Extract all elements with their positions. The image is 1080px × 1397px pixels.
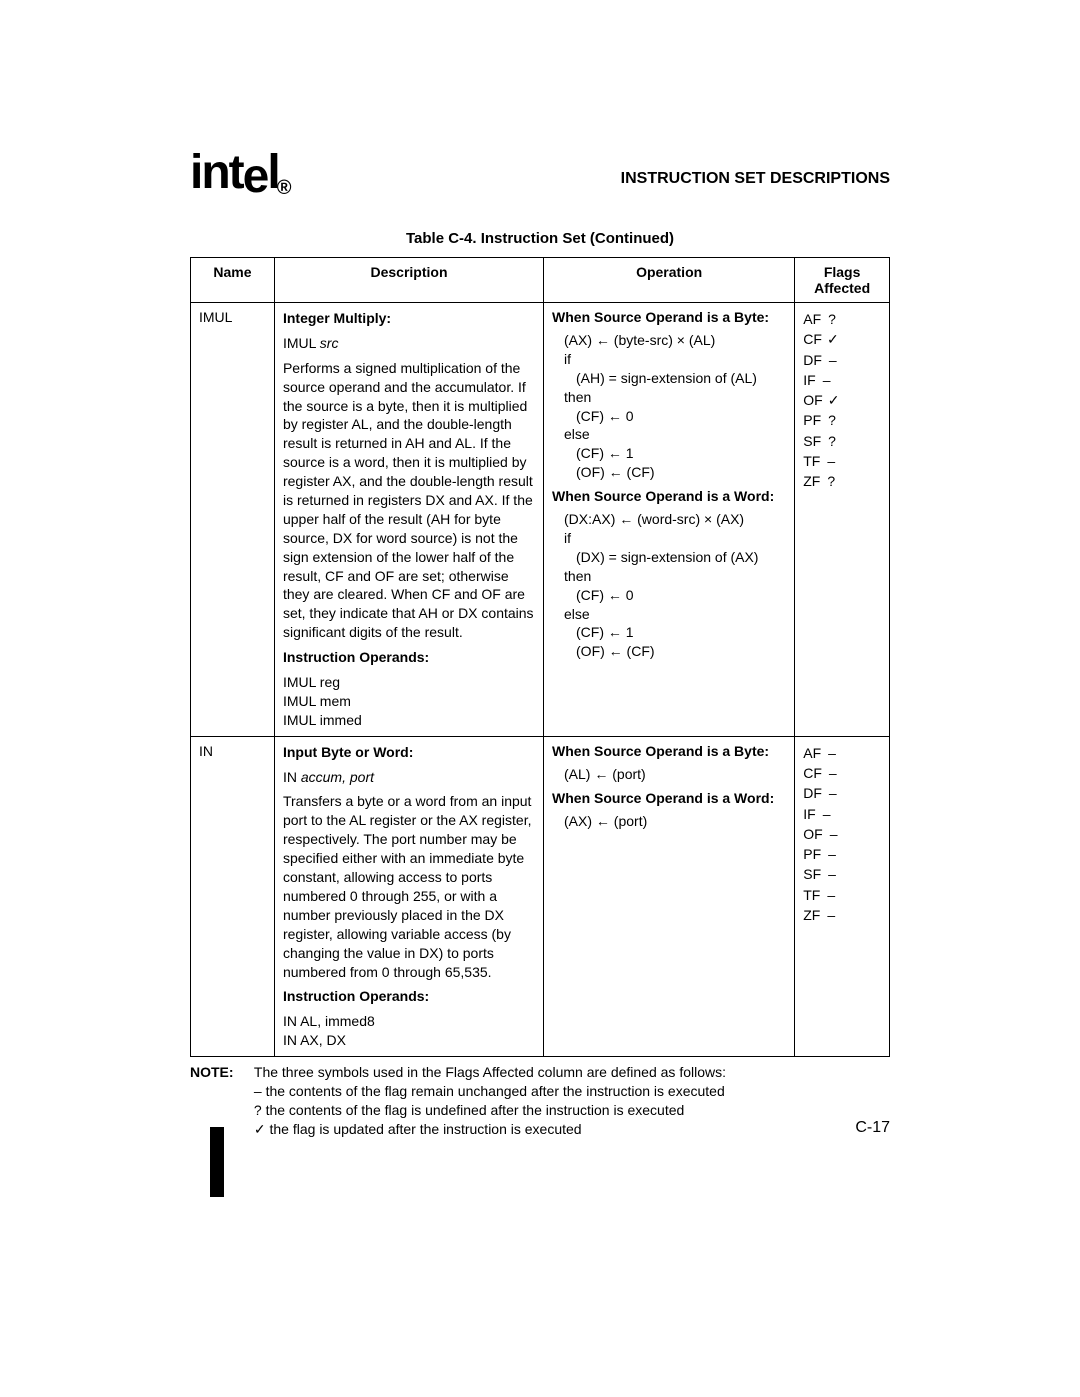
cell-description: Input Byte or Word: IN accum, port Trans… xyxy=(274,736,543,1056)
desc-title: Input Byte or Word: xyxy=(283,744,413,760)
table-header-row: Name Description Operation Flags Affecte… xyxy=(191,258,890,303)
op-line: else xyxy=(552,425,786,444)
footnote: NOTE: The three symbols used in the Flag… xyxy=(190,1063,890,1139)
op-line: if xyxy=(552,529,786,548)
cell-name: IN xyxy=(191,736,275,1056)
flag: PF ? xyxy=(803,410,881,430)
op-line: else xyxy=(552,605,786,624)
page: intel® INSTRUCTION SET DESCRIPTIONS Tabl… xyxy=(0,0,1080,1397)
flag: CF – xyxy=(803,763,881,783)
op-word-title: When Source Operand is a Word: xyxy=(552,488,774,504)
section-title: INSTRUCTION SET DESCRIPTIONS xyxy=(621,170,890,188)
desc-paragraph: Transfers a byte or a word from an input… xyxy=(283,792,535,981)
op-line: (OF) ← (CF) xyxy=(552,642,786,661)
op-line: if xyxy=(552,350,786,369)
col-flags: Flags Affected xyxy=(795,258,890,303)
instruction-table: Name Description Operation Flags Affecte… xyxy=(190,257,890,1057)
syntax-italic: accum, port xyxy=(301,769,374,785)
op-line: then xyxy=(552,567,786,586)
op-line: then xyxy=(552,388,786,407)
operand: IN AX, DX xyxy=(283,1031,535,1050)
syntax-prefix: IN xyxy=(283,769,301,785)
desc-paragraph: Performs a signed multiplication of the … xyxy=(283,359,535,642)
flag: TF – xyxy=(803,451,881,471)
note-label: NOTE: xyxy=(190,1063,250,1082)
op-line: (CF) ← 0 xyxy=(552,407,786,426)
op-line: (AL) ← (port) xyxy=(552,765,786,784)
flag: SF ? xyxy=(803,431,881,451)
op-byte-title: When Source Operand is a Byte: xyxy=(552,743,769,759)
op-line: (AH) = sign-extension of (AL) xyxy=(552,369,786,388)
flag: OF – xyxy=(803,824,881,844)
col-op: Operation xyxy=(544,258,795,303)
cell-description: Integer Multiply: IMUL src Performs a si… xyxy=(274,303,543,737)
syntax-italic: src xyxy=(320,335,339,351)
op-line: (OF) ← (CF) xyxy=(552,463,786,482)
flag: TF – xyxy=(803,885,881,905)
flag: SF – xyxy=(803,864,881,884)
cell-operation: When Source Operand is a Byte: (AL) ← (p… xyxy=(544,736,795,1056)
syntax-prefix: IMUL xyxy=(283,335,320,351)
note-body: The three symbols used in the Flags Affe… xyxy=(254,1063,890,1139)
operand: IN AL, immed8 xyxy=(283,1012,535,1031)
op-word-title: When Source Operand is a Word: xyxy=(552,790,774,806)
cell-operation: When Source Operand is a Byte: (AX) ← (b… xyxy=(544,303,795,737)
flag: ZF – xyxy=(803,905,881,925)
op-line: (DX:AX) ← (word-src) × (AX) xyxy=(552,510,786,529)
flag: DF – xyxy=(803,783,881,803)
footer-mark-icon xyxy=(210,1127,224,1197)
table-caption: Table C-4. Instruction Set (Continued) xyxy=(190,230,890,247)
flag: OF ✓ xyxy=(803,390,881,410)
op-byte-title: When Source Operand is a Byte: xyxy=(552,309,769,325)
operand: IMUL reg xyxy=(283,673,535,692)
flag: AF – xyxy=(803,743,881,763)
flag: CF ✓ xyxy=(803,329,881,349)
op-line: (CF) ← 1 xyxy=(552,444,786,463)
operand: IMUL mem xyxy=(283,692,535,711)
desc-title: Integer Multiply: xyxy=(283,310,391,326)
operand: IMUL immed xyxy=(283,711,535,730)
op-line: (AX) ← (byte-src) × (AL) xyxy=(552,331,786,350)
op-line: (CF) ← 0 xyxy=(552,586,786,605)
flag: ZF ? xyxy=(803,471,881,491)
operands-title: Instruction Operands: xyxy=(283,649,429,665)
flag: AF ? xyxy=(803,309,881,329)
intel-logo: intel® xyxy=(190,145,291,200)
page-number: C-17 xyxy=(855,1119,890,1137)
operands-title: Instruction Operands: xyxy=(283,988,429,1004)
table-row: IMUL Integer Multiply: IMUL src Performs… xyxy=(191,303,890,737)
flag: IF – xyxy=(803,370,881,390)
op-line: (CF) ← 1 xyxy=(552,623,786,642)
cell-flags: AF ? CF ✓ DF – IF – OF ✓ PF ? SF ? TF – … xyxy=(795,303,890,737)
flag: PF – xyxy=(803,844,881,864)
op-line: (DX) = sign-extension of (AX) xyxy=(552,548,786,567)
table-row: IN Input Byte or Word: IN accum, port Tr… xyxy=(191,736,890,1056)
flag: DF – xyxy=(803,350,881,370)
cell-flags: AF – CF – DF – IF – OF – PF – SF – TF – … xyxy=(795,736,890,1056)
op-line: (AX) ← (port) xyxy=(552,812,786,831)
flag: IF – xyxy=(803,804,881,824)
col-name: Name xyxy=(191,258,275,303)
cell-name: IMUL xyxy=(191,303,275,737)
col-desc: Description xyxy=(274,258,543,303)
